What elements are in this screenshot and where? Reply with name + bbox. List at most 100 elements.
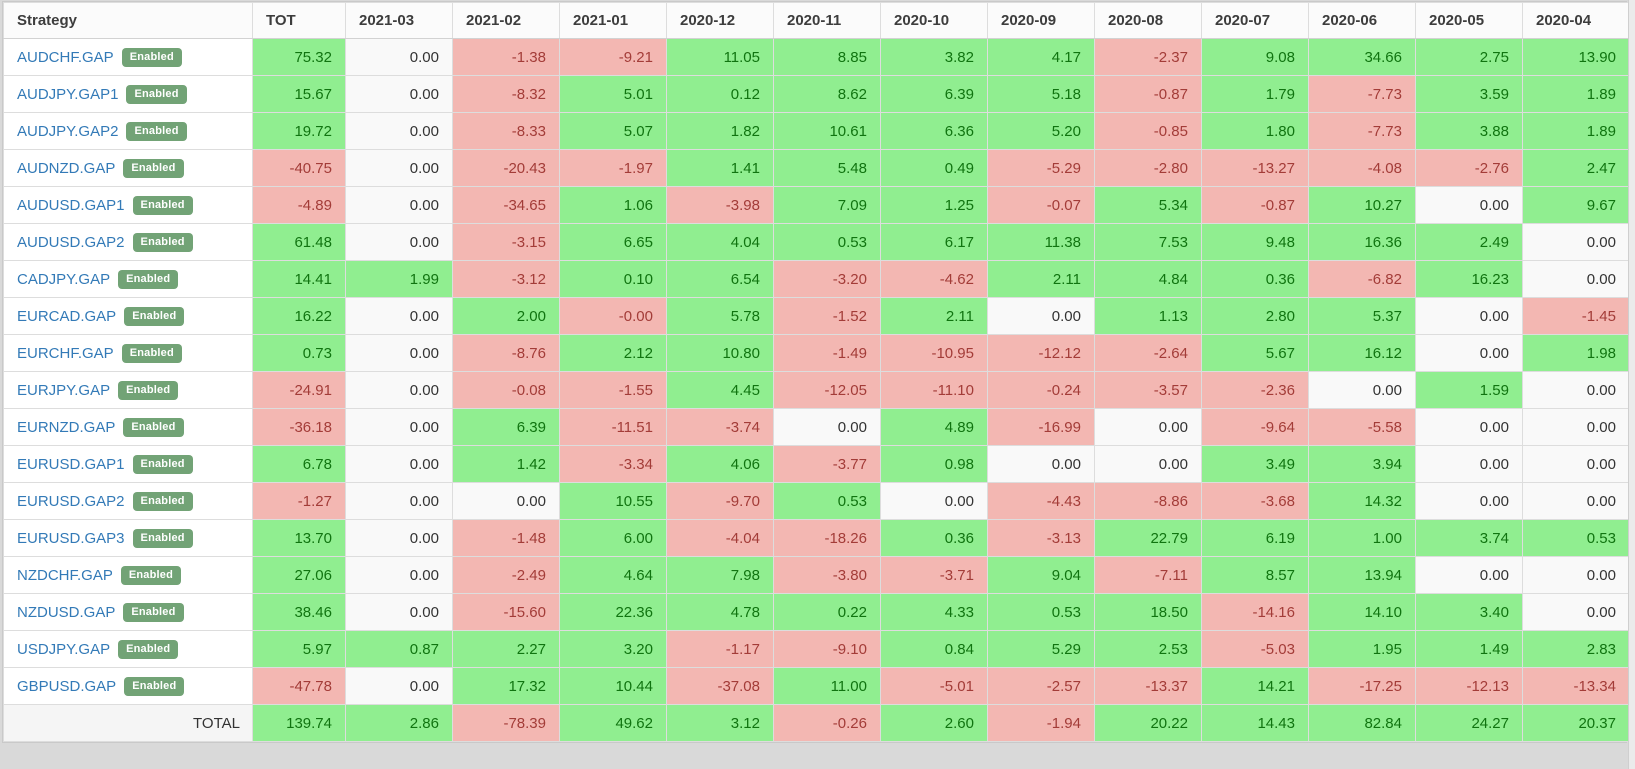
value-cell: 0.00: [1522, 556, 1630, 594]
value-cell: -24.91: [252, 371, 346, 409]
strategy-cell: AUDUSD.GAP2 Enabled: [3, 223, 253, 261]
value-cell: 2.11: [880, 297, 988, 335]
value-cell: 0.00: [987, 297, 1095, 335]
strategy-link[interactable]: EURUSD.GAP3: [17, 529, 125, 547]
value-cell: 10.55: [559, 482, 667, 520]
value-cell: -3.12: [452, 260, 560, 298]
value-cell: 0.00: [345, 445, 453, 483]
strategy-link[interactable]: GBPUSD.GAP: [17, 677, 117, 695]
value-cell: -1.49: [773, 334, 881, 372]
value-cell: 1.25: [880, 186, 988, 224]
total-value-cell: 3.12: [666, 704, 774, 742]
value-cell: -5.29: [987, 149, 1095, 187]
strategy-cell: USDJPY.GAP Enabled: [3, 630, 253, 668]
value-cell: 0.00: [345, 408, 453, 446]
value-cell: 17.32: [452, 667, 560, 705]
value-cell: -12.13: [1415, 667, 1523, 705]
value-cell: 6.39: [452, 408, 560, 446]
value-cell: -1.48: [452, 519, 560, 557]
table-body: AUDCHF.GAP Enabled 75.32 0.00 -1.38 -9.21 11.0…: [3, 38, 1630, 705]
table-row: EURUSD.GAP3 Enabled 13.70 0.00 -1.48 6.00 -4.0…: [3, 519, 1630, 557]
strategy-link[interactable]: USDJPY.GAP: [17, 640, 111, 658]
value-cell: -9.64: [1201, 408, 1309, 446]
value-cell: 0.00: [345, 482, 453, 520]
value-cell: 6.19: [1201, 519, 1309, 557]
strategy-link[interactable]: EURUSD.GAP1: [17, 455, 125, 473]
value-cell: -0.08: [452, 371, 560, 409]
table-row: GBPUSD.GAP Enabled -47.78 0.00 17.32 10.44 -37…: [3, 667, 1630, 705]
strategy-link[interactable]: AUDJPY.GAP2: [17, 122, 119, 140]
strategy-link[interactable]: AUDJPY.GAP1: [17, 85, 119, 103]
strategy-cell: EURNZD.GAP Enabled: [3, 408, 253, 446]
value-cell: 7.53: [1094, 223, 1202, 261]
strategy-cell: AUDCHF.GAP Enabled: [3, 38, 253, 76]
value-cell: 0.00: [345, 371, 453, 409]
value-cell: 9.67: [1522, 186, 1630, 224]
column-header-2020-07: 2020-07: [1201, 2, 1309, 39]
strategy-link[interactable]: EURNZD.GAP: [17, 418, 116, 436]
value-cell: 0.22: [773, 593, 881, 631]
value-cell: -40.75: [252, 149, 346, 187]
strategy-link[interactable]: AUDCHF.GAP: [17, 48, 114, 66]
enabled-badge: Enabled: [124, 306, 185, 326]
table-row: AUDUSD.GAP2 Enabled 61.48 0.00 -3.15 6.65 4.04…: [3, 223, 1630, 261]
strategy-link[interactable]: CADJPY.GAP: [17, 270, 111, 288]
value-cell: 1.80: [1201, 112, 1309, 150]
strategy-link[interactable]: EURCAD.GAP: [17, 307, 117, 325]
value-cell: 1.13: [1094, 297, 1202, 335]
value-cell: -9.70: [666, 482, 774, 520]
value-cell: -18.26: [773, 519, 881, 557]
value-cell: 8.85: [773, 38, 881, 76]
value-cell: 0.98: [880, 445, 988, 483]
value-cell: 0.53: [773, 223, 881, 261]
value-cell: 16.23: [1415, 260, 1523, 298]
value-cell: 16.36: [1308, 223, 1416, 261]
strategy-link[interactable]: NZDUSD.GAP: [17, 603, 116, 621]
value-cell: -1.45: [1522, 297, 1630, 335]
table-row: USDJPY.GAP Enabled 5.97 0.87 2.27 3.20 -1.17 -9…: [3, 630, 1630, 668]
column-header-2021-02: 2021-02: [452, 2, 560, 39]
column-header-2020-05: 2020-05: [1415, 2, 1523, 39]
enabled-badge: Enabled: [118, 269, 179, 289]
table-row: EURUSD.GAP1 Enabled 6.78 0.00 1.42 -3.34 4.06-…: [3, 445, 1630, 483]
strategy-link[interactable]: EURJPY.GAP: [17, 381, 111, 399]
table-footer: TOTAL 139.74 2.86 -78.39 49.62 3.12 -0.26 2.60-…: [3, 704, 1630, 742]
vertical-scrollbar[interactable]: [1628, 0, 1635, 769]
value-cell: 3.49: [1201, 445, 1309, 483]
enabled-badge: Enabled: [123, 158, 184, 178]
enabled-badge: Enabled: [118, 380, 179, 400]
value-cell: -1.27: [252, 482, 346, 520]
strategy-cell: AUDJPY.GAP2 Enabled: [3, 112, 253, 150]
value-cell: 3.94: [1308, 445, 1416, 483]
value-cell: -3.77: [773, 445, 881, 483]
value-cell: 14.32: [1308, 482, 1416, 520]
value-cell: 5.01: [559, 75, 667, 113]
value-cell: -7.73: [1308, 112, 1416, 150]
strategy-link[interactable]: AUDUSD.GAP1: [17, 196, 125, 214]
strategy-link[interactable]: EURCHF.GAP: [17, 344, 114, 362]
value-cell: -0.85: [1094, 112, 1202, 150]
strategy-link[interactable]: NZDCHF.GAP: [17, 566, 113, 584]
value-cell: 0.00: [345, 112, 453, 150]
enabled-badge: Enabled: [132, 491, 193, 511]
value-cell: -2.57: [987, 667, 1095, 705]
value-cell: -1.55: [559, 371, 667, 409]
value-cell: 11.00: [773, 667, 881, 705]
total-value-cell: 20.37: [1522, 704, 1630, 742]
enabled-badge: Enabled: [126, 121, 187, 141]
value-cell: -1.38: [452, 38, 560, 76]
value-cell: 0.87: [345, 630, 453, 668]
value-cell: 0.00: [345, 519, 453, 557]
value-cell: 0.49: [880, 149, 988, 187]
strategy-link[interactable]: AUDUSD.GAP2: [17, 233, 125, 251]
table-row: CADJPY.GAP Enabled 14.41 1.99 -3.12 0.10 6.54-…: [3, 260, 1630, 298]
value-cell: 3.88: [1415, 112, 1523, 150]
total-value-cell: 24.27: [1415, 704, 1523, 742]
strategy-link[interactable]: AUDNZD.GAP: [17, 159, 116, 177]
value-cell: 0.00: [987, 445, 1095, 483]
value-cell: 0.00: [345, 334, 453, 372]
value-cell: -0.07: [987, 186, 1095, 224]
value-cell: 6.17: [880, 223, 988, 261]
strategy-link[interactable]: EURUSD.GAP2: [17, 492, 125, 510]
value-cell: 0.00: [1415, 445, 1523, 483]
